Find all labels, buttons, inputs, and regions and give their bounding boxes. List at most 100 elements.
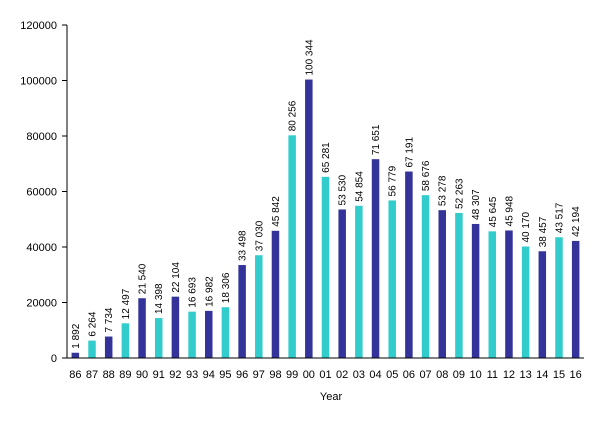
data-label: 37 030 (254, 220, 265, 251)
data-label: 16 693 (188, 277, 199, 308)
y-tick-label: 80000 (26, 131, 57, 143)
data-label: 42 194 (571, 206, 582, 237)
data-label: 67 191 (404, 137, 415, 168)
bar-01 (321, 176, 330, 358)
bars (71, 79, 580, 358)
x-tick-label: 95 (219, 369, 231, 381)
data-label: 14 398 (154, 283, 165, 314)
x-tick-label: 97 (253, 369, 265, 381)
x-tick-label: 13 (520, 369, 532, 381)
data-label: 40 170 (521, 212, 532, 243)
bar-10 (471, 223, 480, 358)
bar-97 (255, 255, 263, 358)
x-tick-label: 00 (303, 369, 315, 381)
bar-14 (538, 251, 547, 358)
x-tick-label: 01 (319, 369, 331, 381)
x-tick-label: 09 (453, 369, 465, 381)
data-label: 38 457 (538, 216, 549, 247)
data-label: 43 517 (554, 202, 565, 233)
x-tick-label: 16 (570, 369, 582, 381)
data-label: 100 344 (304, 39, 315, 76)
bar-16 (571, 240, 580, 358)
data-label: 56 779 (388, 165, 399, 196)
x-tick-label: 87 (86, 369, 98, 381)
bar-00 (305, 79, 313, 358)
x-tick-label: 06 (403, 369, 415, 381)
bar-96 (238, 265, 246, 358)
y-tick-label: 20000 (26, 298, 57, 310)
data-label: 45 948 (504, 195, 515, 226)
x-tick-label: 93 (186, 369, 198, 381)
data-label: 21 540 (138, 263, 149, 294)
data-label: 52 263 (454, 178, 465, 209)
bar-86 (71, 352, 80, 358)
bar-90 (138, 298, 146, 358)
data-label: 58 676 (421, 160, 432, 191)
bar-94 (205, 310, 213, 358)
bar-11 (488, 231, 497, 358)
data-label: 48 307 (471, 189, 482, 220)
data-label: 7 734 (104, 307, 115, 332)
bar-13 (521, 246, 530, 358)
bar-08 (438, 210, 446, 358)
data-labels: 1 892 6 264 7 734 12 497 21 540 14 398 22 104 1… (71, 39, 582, 349)
data-label: 45 645 (488, 196, 499, 227)
x-tick-label: 94 (203, 369, 215, 381)
y-tick-label: 120000 (20, 20, 57, 32)
data-label: 12 497 (121, 288, 132, 319)
data-label: 33 498 (238, 230, 249, 261)
x-tick-label: 11 (487, 369, 498, 381)
x-tick-label: 90 (136, 369, 148, 381)
data-label: 6 264 (88, 311, 99, 336)
bar-89 (121, 323, 130, 358)
x-tick-label: 98 (269, 369, 281, 381)
x-tick-label: 91 (153, 369, 165, 381)
y-tick-label: 60000 (26, 187, 57, 199)
data-label: 65 281 (321, 142, 332, 173)
y-tick-label: 0 (51, 353, 57, 365)
x-tick-label: 88 (103, 369, 115, 381)
bar-09 (455, 212, 463, 358)
bar-15 (555, 237, 563, 358)
x-axis: 86 87 88 89 90 91 92 93 94 95 96 97 98 99 00 01 02 03 04 05… (67, 357, 584, 381)
data-label: 80 256 (288, 100, 299, 131)
x-tick-label: 99 (286, 369, 298, 381)
bar-95 (221, 307, 230, 358)
bar-91 (154, 318, 163, 358)
data-label: 54 854 (354, 171, 365, 202)
bar-05 (388, 200, 396, 358)
y-tick-label: 100000 (20, 76, 57, 88)
data-label: 16 982 (204, 276, 215, 307)
x-tick-label: 08 (436, 369, 448, 381)
x-tick-label: 86 (69, 369, 81, 381)
data-label: 71 651 (371, 124, 382, 155)
data-label: 53 278 (438, 175, 449, 206)
data-label: 1 892 (71, 323, 82, 348)
data-label: 53 530 (338, 174, 349, 205)
bar-99 (288, 135, 296, 358)
bar-98 (271, 230, 280, 358)
x-tick-label: 12 (503, 369, 515, 381)
bar-93 (188, 311, 196, 358)
bar-04 (371, 159, 380, 358)
x-tick-label: 05 (386, 369, 398, 381)
x-tick-label: 03 (353, 369, 365, 381)
bar-12 (505, 230, 513, 358)
x-tick-label: 07 (419, 369, 431, 381)
bar-06 (405, 171, 413, 358)
x-tick-label: 92 (169, 369, 181, 381)
bar-92 (171, 296, 180, 358)
y-axis: 0 20000 40000 60000 80000 100000 120000 (20, 20, 68, 365)
x-axis-title: Year (320, 391, 343, 403)
data-label: 22 104 (171, 262, 182, 293)
data-label: 45 842 (271, 196, 282, 227)
y-tick-label: 40000 (26, 242, 57, 254)
x-tick-label: 10 (469, 369, 481, 381)
x-tick-label: 14 (536, 369, 548, 381)
bar-02 (338, 209, 346, 358)
data-label: 18 306 (221, 272, 232, 303)
x-tick-label: 15 (553, 369, 565, 381)
x-tick-label: 89 (119, 369, 131, 381)
bar-88 (104, 336, 113, 358)
